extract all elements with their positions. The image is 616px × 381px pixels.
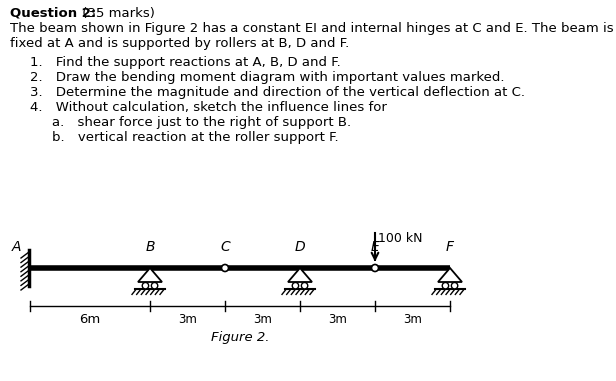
Text: Question 2:: Question 2: (10, 7, 96, 20)
Text: The beam shown in Figure 2 has a constant EI and internal hinges at C and E. The: The beam shown in Figure 2 has a constan… (10, 22, 614, 35)
Text: A: A (11, 240, 21, 254)
Text: fixed at A and is supported by rollers at B, D and F.: fixed at A and is supported by rollers a… (10, 37, 349, 50)
Text: (35 marks): (35 marks) (78, 7, 155, 20)
Text: 1. Find the support reactions at A, B, D and F.: 1. Find the support reactions at A, B, D… (30, 56, 341, 69)
Text: b. vertical reaction at the roller support F.: b. vertical reaction at the roller suppo… (52, 131, 339, 144)
Text: 4. Without calculation, sketch the influence lines for: 4. Without calculation, sketch the influ… (30, 101, 387, 114)
Circle shape (442, 282, 448, 289)
Text: B: B (145, 240, 155, 254)
Polygon shape (138, 268, 162, 282)
Circle shape (152, 282, 158, 289)
Circle shape (371, 264, 378, 272)
Text: 3m: 3m (178, 313, 197, 326)
Text: 2. Draw the bending moment diagram with important values marked.: 2. Draw the bending moment diagram with … (30, 71, 505, 84)
Circle shape (301, 282, 308, 289)
Text: Figure 2.: Figure 2. (211, 331, 269, 344)
Polygon shape (288, 268, 312, 282)
Text: 3m: 3m (253, 313, 272, 326)
Text: C: C (220, 240, 230, 254)
Polygon shape (438, 268, 462, 282)
Text: 3m: 3m (328, 313, 347, 326)
Circle shape (222, 264, 229, 272)
Text: 100 kN: 100 kN (378, 232, 423, 245)
Text: 6m: 6m (79, 313, 100, 326)
Text: 3. Determine the magnitude and direction of the vertical deflection at C.: 3. Determine the magnitude and direction… (30, 86, 525, 99)
Text: E: E (371, 240, 379, 254)
Text: D: D (294, 240, 306, 254)
Circle shape (142, 282, 148, 289)
Text: a. shear force just to the right of support B.: a. shear force just to the right of supp… (52, 116, 351, 129)
Circle shape (452, 282, 458, 289)
Text: 3m: 3m (403, 313, 422, 326)
Text: F: F (446, 240, 454, 254)
Circle shape (292, 282, 299, 289)
